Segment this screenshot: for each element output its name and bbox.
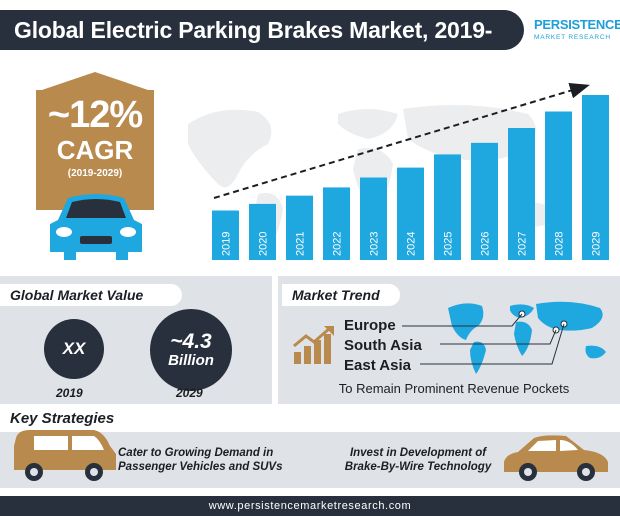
bar-label-2019: 2019 bbox=[221, 232, 233, 256]
value-2029-unit: Billion bbox=[168, 352, 214, 369]
trend-caption: To Remain Prominent Revenue Pockets bbox=[338, 381, 570, 396]
van-icon bbox=[14, 430, 116, 481]
cagr-badge-arrow bbox=[36, 72, 154, 92]
key-strategies-title: Key Strategies bbox=[10, 410, 115, 427]
growth-chart-icon bbox=[293, 326, 334, 364]
bar-label-2024: 2024 bbox=[406, 232, 418, 256]
strategy-1-line2: Passenger Vehicles and SUVs bbox=[118, 461, 283, 473]
bar-label-2026: 2026 bbox=[480, 232, 492, 256]
bar-2019 bbox=[212, 210, 239, 260]
cagr-value: ~12% bbox=[47, 94, 143, 136]
bar-label-2027: 2027 bbox=[517, 232, 529, 256]
strategy-2-line1: Invest in Development of bbox=[349, 447, 487, 459]
value-2029-circle: ~4.3 Billion bbox=[150, 309, 232, 391]
bar-label-2022: 2022 bbox=[332, 232, 344, 256]
world-map-icon bbox=[448, 301, 606, 374]
company-logo: PERSISTENCE MARKET RESEARCH bbox=[534, 17, 620, 49]
year-2019-label: 2019 bbox=[56, 386, 83, 400]
bar-2024 bbox=[397, 167, 424, 260]
logo-top-text: PERSISTENCE bbox=[534, 17, 620, 32]
footer-url: www.persistencemarketresearch.com bbox=[0, 496, 620, 516]
cagr-badge: ~12% CAGR (2019-2029) bbox=[36, 90, 154, 210]
bar-2026 bbox=[471, 142, 498, 260]
strategy-1: Cater to Growing Demand in Passenger Veh… bbox=[118, 446, 314, 474]
trend-arrow bbox=[213, 82, 590, 199]
bar-2029 bbox=[582, 95, 609, 260]
bar-2023 bbox=[360, 177, 387, 260]
year-2029-label: 2029 bbox=[176, 386, 203, 400]
region-east-asia: East Asia bbox=[344, 357, 411, 374]
logo-bottom-text: MARKET RESEARCH bbox=[534, 34, 611, 41]
sedan-icon bbox=[504, 435, 608, 481]
bar-2020 bbox=[249, 203, 276, 260]
car-front-icon bbox=[50, 194, 142, 260]
value-2019-circle: XX bbox=[44, 319, 104, 379]
cagr-label: CAGR bbox=[56, 135, 134, 165]
strategy-2-line2: Brake-By-Wire Technology bbox=[344, 461, 492, 473]
bar-2022 bbox=[323, 187, 350, 260]
market-value-title: Global Market Value bbox=[0, 284, 182, 306]
strategy-2: Invest in Development of Brake-By-Wire T… bbox=[326, 446, 510, 474]
value-2029: ~4.3 bbox=[170, 330, 212, 353]
market-trend-title: Market Trend bbox=[282, 284, 400, 306]
cagr-period: (2019-2029) bbox=[67, 168, 123, 179]
bar-label-2023: 2023 bbox=[369, 232, 381, 256]
region-europe: Europe bbox=[344, 317, 396, 334]
bar-label-2020: 2020 bbox=[258, 232, 270, 256]
strategy-1-line1: Cater to Growing Demand in bbox=[118, 447, 274, 459]
bar-2027 bbox=[508, 128, 535, 260]
bar-label-2025: 2025 bbox=[443, 232, 455, 256]
region-connector-lines bbox=[402, 313, 565, 365]
bar-label-2029: 2029 bbox=[591, 232, 603, 256]
value-2019: XX bbox=[62, 339, 86, 358]
bar-2021 bbox=[286, 195, 313, 260]
page-title: Global Electric Parking Brakes Market, 2… bbox=[0, 10, 524, 83]
bar-label-2021: 2021 bbox=[295, 232, 307, 256]
region-list: Europe South Asia East Asia bbox=[344, 316, 422, 376]
region-south-asia: South Asia bbox=[344, 337, 422, 354]
market-growth-bar-chart: 2019 2020 2021 2022 2023 2024 2025 2026 2027 2028… bbox=[212, 82, 609, 260]
bar-2028 bbox=[545, 111, 572, 260]
bar-2025 bbox=[434, 154, 461, 260]
bar-label-2028: 2028 bbox=[554, 232, 566, 256]
